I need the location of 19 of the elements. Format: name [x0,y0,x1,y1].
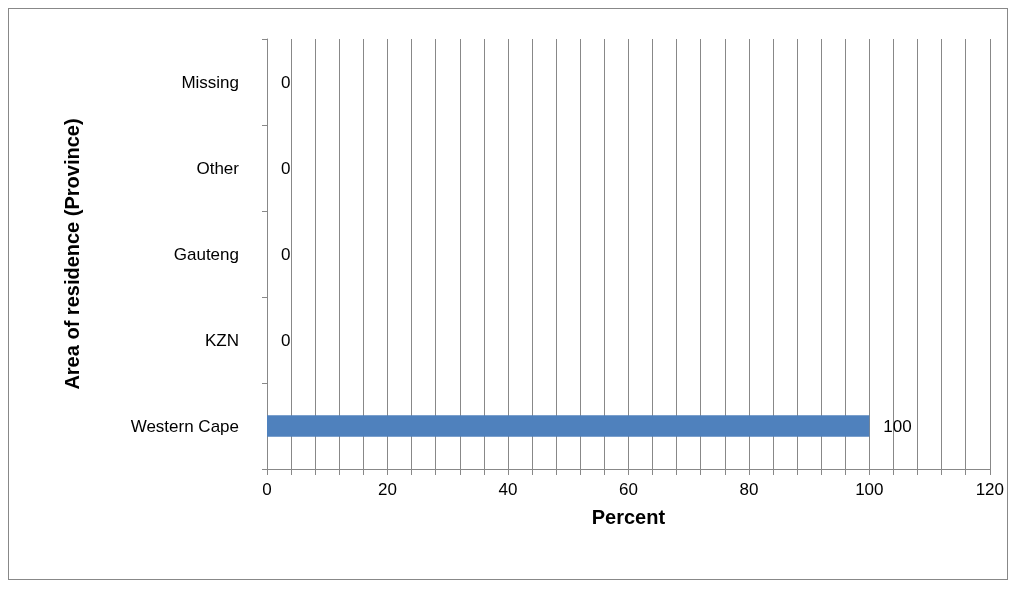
x-tick-label: 80 [739,480,759,499]
data-label: 0 [281,72,291,92]
y-tick-label: KZN [205,330,239,350]
data-label: 0 [281,244,291,264]
y-tick-label: Western Cape [130,416,239,436]
x-tick-label: 120 [975,480,1005,499]
x-tick-label: 40 [498,480,518,499]
x-tick-label: 100 [855,480,884,499]
x-tick-label: 0 [262,480,272,499]
y-axis-title: Area of residence (Province) [61,118,83,390]
data-label: 0 [281,158,291,178]
y-tick-label: Gauteng [173,244,239,264]
data-label: 0 [281,330,291,350]
x-axis-title: Percent [591,506,666,528]
y-tick-label: Missing [181,72,239,92]
x-tick-label: 20 [378,480,397,499]
data-label: 100 [883,416,912,436]
y-tick-label: Other [196,158,240,178]
x-tick-label: 60 [618,480,638,499]
